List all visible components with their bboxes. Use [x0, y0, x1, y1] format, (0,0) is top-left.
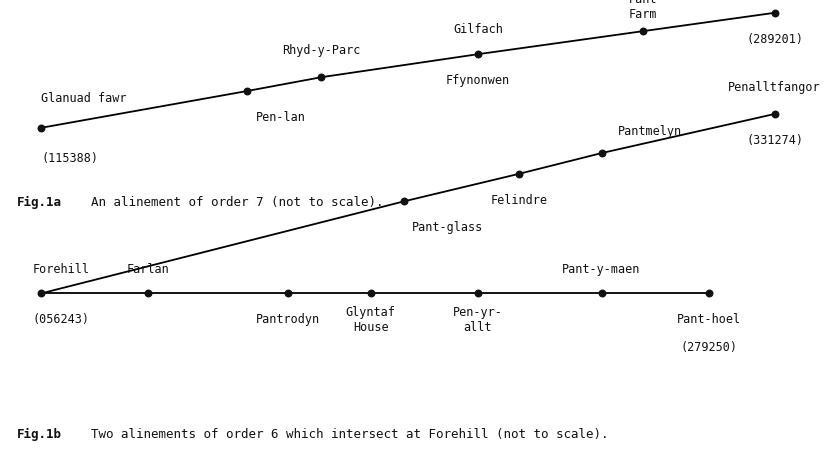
Text: Pant
Farm: Pant Farm: [629, 0, 657, 21]
Text: Forehill: Forehill: [33, 262, 90, 275]
Text: Penalltfangor: Penalltfangor: [728, 81, 821, 94]
Text: (289201): (289201): [746, 33, 803, 45]
Text: An alinement of order 7 (not to scale).: An alinement of order 7 (not to scale).: [76, 196, 383, 208]
Text: (331274): (331274): [746, 134, 803, 146]
Text: (279250): (279250): [680, 340, 737, 353]
Text: Glanuad fawr: Glanuad fawr: [41, 92, 127, 105]
Point: [768, 10, 781, 17]
Point: [471, 290, 485, 297]
Text: Fig.1a: Fig.1a: [16, 196, 62, 208]
Point: [315, 74, 328, 82]
Point: [142, 290, 155, 297]
Text: (115388): (115388): [41, 152, 98, 165]
Point: [702, 290, 715, 297]
Text: Glyntaf
House: Glyntaf House: [346, 305, 396, 333]
Point: [595, 290, 608, 297]
Point: [768, 111, 781, 118]
Point: [35, 290, 48, 297]
Text: (056243): (056243): [33, 313, 90, 325]
Text: Two alinements of order 6 which intersect at Forehill (not to scale).: Two alinements of order 6 which intersec…: [76, 427, 608, 440]
Text: Felindre: Felindre: [490, 193, 548, 206]
Text: Pant-hoel: Pant-hoel: [677, 313, 741, 325]
Text: Pantmelyn: Pantmelyn: [618, 124, 682, 137]
Text: Pantrodyn: Pantrodyn: [256, 313, 321, 325]
Text: Fig.1b: Fig.1b: [16, 427, 62, 440]
Point: [35, 125, 48, 132]
Text: Pant-y-maen: Pant-y-maen: [562, 262, 641, 275]
Point: [513, 171, 526, 178]
Point: [282, 290, 295, 297]
Text: Ffynonwen: Ffynonwen: [446, 74, 510, 87]
Point: [471, 51, 485, 59]
Text: Farlan: Farlan: [127, 262, 170, 275]
Point: [364, 290, 377, 297]
Text: Pen-lan: Pen-lan: [255, 111, 306, 123]
Text: Rhyd-y-Parc: Rhyd-y-Parc: [282, 44, 361, 57]
Point: [595, 150, 608, 157]
Point: [636, 28, 649, 36]
Text: Pant-glass: Pant-glass: [412, 221, 483, 234]
Text: Gilfach: Gilfach: [453, 23, 503, 36]
Point: [397, 198, 410, 206]
Text: Pen-yr-
allt: Pen-yr- allt: [453, 305, 503, 333]
Point: [241, 88, 254, 95]
